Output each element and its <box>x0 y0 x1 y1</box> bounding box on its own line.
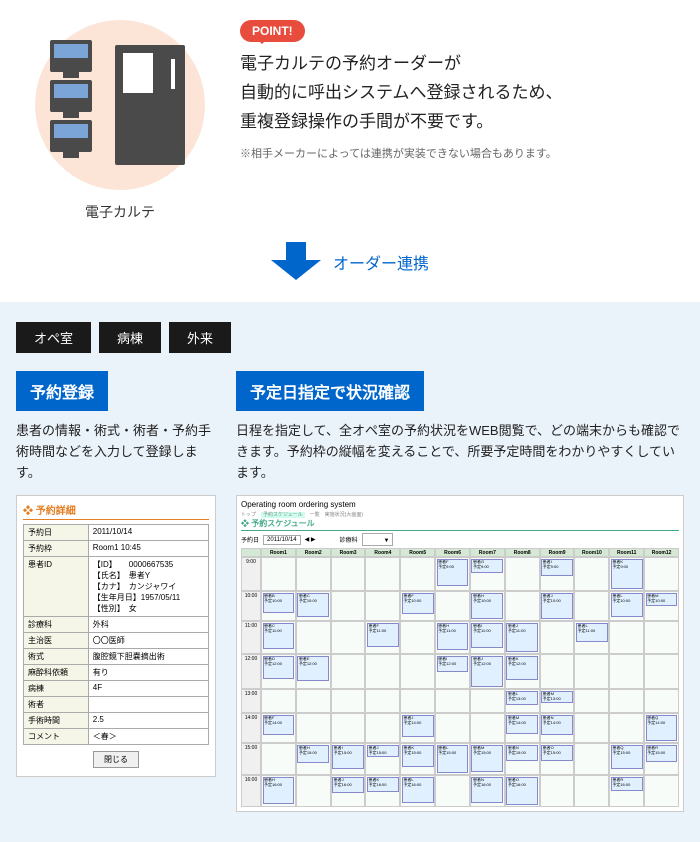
schedule-block[interactable]: 患者G 予定9:00 <box>471 559 503 573</box>
schedule-block[interactable]: 患者L 予定15:00 <box>437 745 469 773</box>
schedule-block[interactable]: 患者J 予定10:00 <box>541 593 573 619</box>
tab-外来[interactable]: 外来 <box>169 322 231 353</box>
point-text: 電子カルテの予約オーダーが 自動的に呼出システムへ登録されるため、 重複登録操作… <box>240 50 680 137</box>
schedule-block[interactable]: 患者O 予定16:00 <box>506 777 538 805</box>
schedule-block[interactable]: 患者R 予定15:00 <box>646 745 678 762</box>
schedule-block[interactable]: 患者H 予定15:00 <box>297 745 329 763</box>
emr-icon-block: 電子カルテ <box>20 20 220 222</box>
schedule-block[interactable]: 患者F 予定9:00 <box>437 559 469 586</box>
detail-value: ＜春＞ <box>88 729 208 745</box>
schedule-block[interactable]: 患者D 予定12:00 <box>263 656 295 679</box>
date-input[interactable]: 2011/10/14 <box>263 535 301 545</box>
point-note: ※相手メーカーによっては連携が実装できない場合もあります。 <box>240 145 680 161</box>
sched-system-title: Operating room ordering system <box>241 500 679 509</box>
schedule-block[interactable]: 患者R 予定16:00 <box>611 777 643 791</box>
sched-title: ❖ 予約スケジュール <box>241 518 679 531</box>
detail-value: 腹腔鏡下胆嚢摘出術 <box>88 649 208 665</box>
schedule-block[interactable]: 患者B 予定10:00 <box>263 593 295 613</box>
schedule-block[interactable]: 患者I 予定11:00 <box>471 623 503 648</box>
right-panel-desc: 日程を指定して、全オペ室の予約状況をWEB閲覧で、どの端末からも確認できます。予… <box>236 421 684 483</box>
monitor-icon <box>50 80 92 112</box>
detail-label: 術式 <box>24 649 89 665</box>
detail-value: 4F <box>88 681 208 697</box>
schedule-block[interactable]: 患者L 予定13:00 <box>506 691 538 705</box>
schedule-block[interactable]: 患者K 予定12:00 <box>506 656 538 680</box>
schedule-block[interactable]: 患者I 予定15:00 <box>332 745 364 769</box>
schedule-block[interactable]: 患者C 予定10:00 <box>297 593 329 617</box>
schedule-block[interactable]: 患者Q 予定15:00 <box>611 745 643 769</box>
schedule-block[interactable]: 患者O 予定15:00 <box>541 745 573 761</box>
detail-value: 外科 <box>88 617 208 633</box>
detail-label: 麻酔科依頼 <box>24 665 89 681</box>
schedule-block[interactable]: 患者E 予定12:00 <box>297 656 329 681</box>
schedule-block[interactable]: 患者K 予定16:00 <box>367 777 399 792</box>
schedule-block[interactable]: 患者M 予定14:00 <box>506 715 538 734</box>
schedule-block[interactable]: 患者J 予定12:00 <box>471 656 503 687</box>
detail-label: 術者 <box>24 697 89 713</box>
detail-value <box>88 697 208 713</box>
schedule-block[interactable]: 患者N 予定15:00 <box>506 745 538 761</box>
schedule-mock: Operating room ordering system トップ 予約スケジ… <box>236 495 684 812</box>
schedule-block[interactable]: 患者Q 予定14:00 <box>646 715 678 741</box>
detail-label: 病棟 <box>24 681 89 697</box>
schedule-block[interactable]: 患者J 予定16:00 <box>332 777 364 793</box>
detail-value: 2011/10/14 <box>88 525 208 541</box>
tab-オペ室[interactable]: オペ室 <box>16 322 91 353</box>
detail-value: 2.5 <box>88 713 208 729</box>
schedule-block[interactable]: 患者M 予定15:00 <box>471 745 503 772</box>
detail-label: 手術時間 <box>24 713 89 729</box>
detail-value: 有り <box>88 665 208 681</box>
detail-label: 主治医 <box>24 633 89 649</box>
left-panel-title: 予約登録 <box>16 371 108 411</box>
detail-value: 【ID】 0000667535 【氏名】 患者Y 【カナ】 カンジャワイ 【生年… <box>88 557 208 617</box>
schedule-block[interactable]: 患者H 予定10:00 <box>471 593 503 619</box>
point-badge: POINT! <box>240 20 305 42</box>
schedule-block[interactable]: 患者F 予定14:00 <box>263 715 295 735</box>
schedule-block[interactable]: 患者M 予定10:00 <box>646 593 678 606</box>
detail-label: 診療科 <box>24 617 89 633</box>
arrow-label: オーダー連携 <box>333 250 429 274</box>
schedule-block[interactable]: 患者K 予定15:00 <box>402 745 434 767</box>
server-icon <box>115 45 185 165</box>
detail-label: 予約日 <box>24 525 89 541</box>
close-button[interactable]: 閉じる <box>93 751 139 768</box>
schedule-block[interactable]: 患者F 予定11:00 <box>367 623 399 647</box>
detail-label: コメント <box>24 729 89 745</box>
tab-病棟[interactable]: 病棟 <box>99 322 161 353</box>
emr-label: 電子カルテ <box>20 202 220 222</box>
schedule-block[interactable]: 患者L 予定10:00 <box>611 593 643 617</box>
schedule-block[interactable]: 患者I 予定12:00 <box>437 656 469 672</box>
emr-icon-circle <box>35 20 205 190</box>
detail-value: 〇〇医師 <box>88 633 208 649</box>
detail-label: 患者ID <box>24 557 89 617</box>
schedule-block[interactable]: 患者N 予定14:00 <box>541 715 573 735</box>
schedule-block[interactable]: 患者J 予定14:00 <box>402 715 434 737</box>
monitor-icon <box>50 120 92 152</box>
schedule-block[interactable]: 患者L 予定11:00 <box>576 623 608 642</box>
schedule-block[interactable]: 患者C 予定11:00 <box>263 623 295 649</box>
right-panel-title: 予定日指定で状況確認 <box>236 371 424 411</box>
location-tabs: オペ室病棟外来 <box>16 322 684 353</box>
dept-select[interactable]: ▼ <box>362 533 394 546</box>
schedule-block[interactable]: 患者L 予定16:00 <box>402 777 434 803</box>
reservation-detail-mock: ❖ 予約詳細 予約日2011/10/14予約枠Room1 10:45患者ID【I… <box>16 495 216 777</box>
schedule-block[interactable]: 患者M 予定13:00 <box>541 691 573 703</box>
left-panel-desc: 患者の情報・術式・術者・予約手術時間などを入力して登録します。 <box>16 421 216 483</box>
schedule-block[interactable]: 患者J 予定11:00 <box>506 623 538 652</box>
mock-title: ❖ 予約詳細 <box>23 502 209 520</box>
detail-value: Room1 10:45 <box>88 541 208 557</box>
schedule-block[interactable]: 患者N 予定16:00 <box>471 777 503 803</box>
schedule-block[interactable]: 患者I 予定9:00 <box>541 559 573 576</box>
schedule-block[interactable]: 患者H 予定11:00 <box>437 623 469 650</box>
arrow-down-icon <box>271 242 321 282</box>
monitor-icon <box>50 40 92 72</box>
schedule-block[interactable]: 患者J 予定15:00 <box>367 745 399 757</box>
schedule-block[interactable]: 患者F 予定10:00 <box>402 593 434 614</box>
schedule-block[interactable]: 患者K 予定9:00 <box>611 559 643 589</box>
detail-label: 予約枠 <box>24 541 89 557</box>
